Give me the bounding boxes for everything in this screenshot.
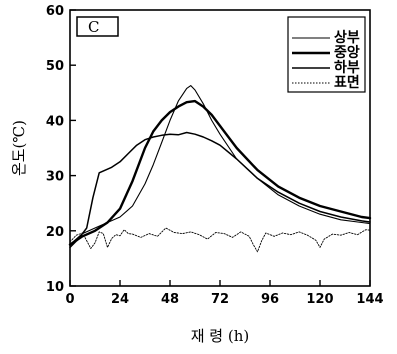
y-tick-label-10: 10 (46, 280, 64, 295)
y-tick-label-30: 30 (46, 170, 64, 185)
legend-box (287, 16, 366, 93)
y-tick-label-60: 60 (46, 4, 64, 19)
x-axis-ticks: 0 24 48 72 96 120 144 (65, 280, 384, 307)
y-tick-label-50: 50 (46, 59, 64, 74)
y-axis-ticks: 10 20 30 40 50 60 (46, 4, 76, 295)
series-line-표면 (69, 227, 371, 253)
x-tick-label-0: 0 (65, 292, 74, 307)
series-line-상부 (69, 85, 371, 246)
legend-label-중앙: 중앙 (334, 44, 360, 61)
x-axis-title: 재 령 (h) (191, 327, 250, 345)
x-tick-label-24: 24 (111, 292, 129, 307)
legend: 상부 중앙 하부 표면 (287, 16, 366, 93)
panel-label-box: C (76, 16, 119, 37)
legend-label-상부: 상부 (334, 30, 360, 46)
y-tick-label-20: 20 (46, 225, 64, 240)
panel-label: C (88, 18, 99, 36)
x-tick-label-144: 144 (356, 292, 383, 307)
series-line-중앙 (68, 99, 372, 246)
y-axis-title: 온도(℃) (10, 120, 28, 176)
x-tick-label-120: 120 (306, 292, 333, 307)
legend-label-하부: 하부 (334, 59, 360, 76)
x-tick-label-96: 96 (261, 292, 279, 307)
series-line-하부 (69, 131, 371, 249)
y-tick-label-40: 40 (46, 114, 64, 129)
series-layer (68, 85, 372, 253)
x-tick-label-72: 72 (211, 292, 229, 307)
legend-label-표면: 표면 (334, 74, 360, 91)
x-tick-label-48: 48 (161, 292, 179, 307)
